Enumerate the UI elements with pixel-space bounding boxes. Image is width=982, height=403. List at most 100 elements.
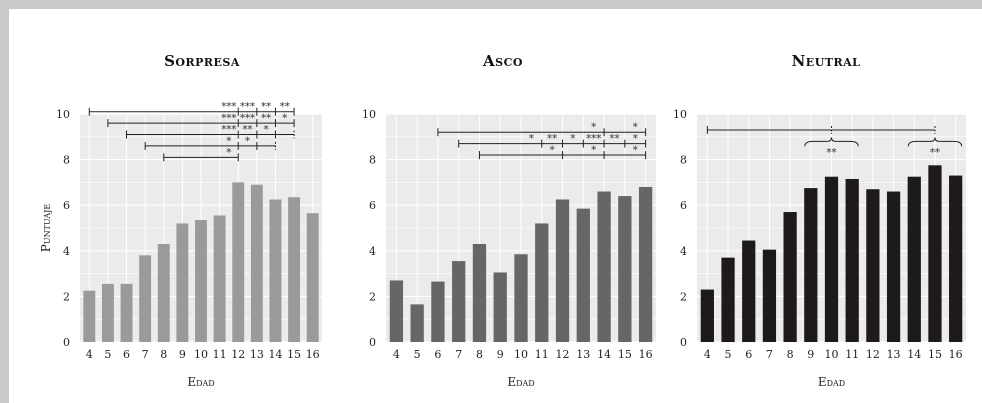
x-tick-label: 6 [434, 348, 441, 361]
x-axis-label: Edad [187, 375, 214, 389]
bar-14 [269, 199, 282, 342]
bar-15 [288, 197, 301, 342]
y-tick-label: 2 [63, 290, 70, 303]
x-axis-label: Edad [507, 375, 534, 389]
bar-4 [700, 289, 714, 342]
bar-4 [389, 280, 404, 342]
bar-8 [472, 243, 487, 342]
significance-label: *** [221, 113, 236, 124]
bar-9 [804, 188, 818, 342]
y-axis-label: Puntuaje [39, 204, 53, 253]
y-tick-label: 6 [63, 199, 70, 212]
chart-title: Sorpresa [164, 52, 240, 70]
x-tick-label: 16 [306, 348, 320, 361]
x-tick-label: 15 [928, 348, 942, 361]
significance-label: * [245, 136, 250, 147]
bar-14 [597, 191, 611, 342]
bar-7 [762, 249, 777, 342]
x-tick-label: 13 [250, 348, 264, 361]
significance-label: * [633, 122, 638, 133]
y-tick-label: 2 [680, 290, 687, 303]
x-tick-label: 5 [414, 348, 421, 361]
bar-8 [783, 212, 797, 342]
chart-title: Neutral [792, 52, 861, 70]
bar-10 [195, 220, 207, 342]
bar-15 [618, 196, 632, 342]
significance-label: * [226, 136, 231, 147]
x-tick-label: 9 [807, 348, 814, 361]
x-tick-label: 9 [497, 348, 504, 361]
bar-12 [866, 189, 880, 342]
significance-label: * [633, 145, 638, 156]
significance-label: * [529, 134, 534, 145]
x-tick-label: 11 [845, 348, 859, 361]
significance-label: ** [827, 147, 837, 158]
bar-16 [638, 186, 653, 342]
significance-label: * [550, 145, 555, 156]
y-tick-label: 8 [680, 154, 687, 167]
x-tick-label: 9 [179, 348, 186, 361]
y-tick-label: 8 [63, 154, 70, 167]
bar-7 [139, 255, 152, 342]
significance-label: *** [586, 134, 601, 145]
bar-14 [907, 176, 921, 342]
x-tick-label: 14 [597, 348, 611, 361]
bar-8 [157, 243, 170, 342]
bar-12 [232, 182, 245, 342]
bar-5 [101, 283, 114, 342]
x-tick-label: 12 [231, 348, 245, 361]
x-tick-label: 10 [825, 348, 839, 361]
bar-6 [120, 283, 133, 342]
x-tick-label: 7 [766, 348, 773, 361]
bar-6 [742, 240, 756, 342]
x-tick-label: 8 [476, 348, 483, 361]
y-tick-label: 10 [56, 108, 70, 121]
x-tick-label: 6 [123, 348, 130, 361]
x-tick-label: 15 [287, 348, 301, 361]
significance-label: * [226, 147, 231, 158]
x-tick-label: 5 [725, 348, 732, 361]
x-tick-label: 13 [576, 348, 590, 361]
bar-16 [949, 175, 963, 342]
significance-brace [804, 137, 859, 147]
x-tick-label: 7 [455, 348, 462, 361]
x-tick-label: 16 [639, 348, 653, 361]
y-tick-label: 6 [680, 199, 687, 212]
x-tick-label: 10 [514, 348, 528, 361]
significance-label: * [591, 145, 596, 156]
bar-7 [452, 261, 466, 342]
x-tick-label: 8 [160, 348, 167, 361]
x-tick-label: 4 [86, 348, 93, 361]
significance-label: ** [280, 102, 290, 113]
bar-9 [176, 223, 189, 342]
significance-label: *** [240, 113, 255, 124]
significance-label: ** [547, 134, 557, 145]
x-axis-label: Edad [818, 375, 845, 389]
y-tick-label: 4 [369, 245, 376, 258]
significance-label: * [570, 134, 575, 145]
bar-4 [83, 290, 96, 342]
y-tick-label: 6 [369, 199, 376, 212]
bar-5 [410, 304, 424, 342]
x-tick-label: 11 [213, 348, 227, 361]
bar-9 [493, 272, 507, 342]
y-tick-label: 4 [680, 245, 687, 258]
bar-13 [250, 184, 263, 342]
x-tick-label: 4 [704, 348, 711, 361]
y-tick-label: 0 [63, 336, 70, 349]
x-tick-label: 15 [618, 348, 632, 361]
x-tick-label: 12 [556, 348, 570, 361]
x-tick-label: 7 [142, 348, 149, 361]
x-tick-label: 14 [907, 348, 921, 361]
y-tick-label: 0 [369, 336, 376, 349]
bar-11 [845, 178, 859, 342]
significance-label: * [591, 122, 596, 133]
x-tick-label: 11 [535, 348, 549, 361]
x-tick-label: 8 [787, 348, 794, 361]
bar-16 [306, 213, 319, 342]
bar-5 [721, 257, 735, 342]
